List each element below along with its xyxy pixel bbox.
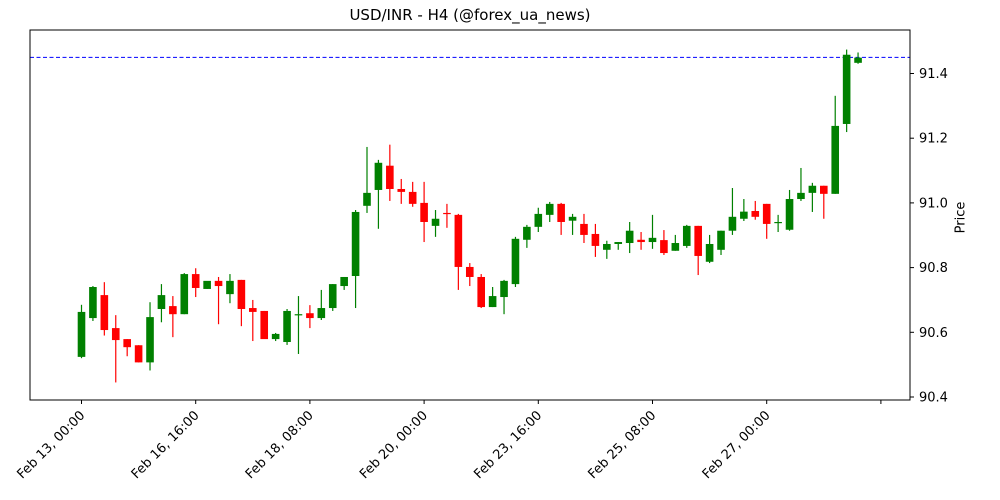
candle-body [705, 243, 714, 262]
x-tick-label: Feb 23, 16:00 [471, 408, 545, 482]
candle-body [591, 233, 600, 246]
candle-body [443, 212, 451, 215]
candle-body [420, 202, 428, 222]
x-tick-label: Feb 20, 00:00 [357, 408, 431, 482]
candle-body [306, 313, 314, 319]
candle-body [157, 295, 166, 310]
candle-body [294, 314, 303, 316]
candle-body [328, 284, 337, 309]
candle-body [762, 203, 771, 224]
candle-body [203, 280, 211, 289]
y-axis-label: Price [950, 200, 980, 240]
candle-body [523, 226, 531, 240]
candle-body [271, 333, 280, 340]
candle-body [774, 221, 782, 224]
candle-body [717, 230, 725, 250]
x-tick-label: Feb 16, 16:00 [129, 408, 203, 482]
candle-body [386, 165, 394, 189]
y-tick-label: 90.4 [919, 391, 948, 406]
candle-body [454, 214, 463, 267]
candle-body [580, 223, 588, 235]
candle-body [511, 238, 520, 285]
candle-body [785, 199, 794, 230]
candle-body [694, 225, 702, 256]
candle-body [557, 203, 565, 222]
candle-body [111, 328, 120, 341]
candle-body [637, 239, 645, 243]
y-axis-label-text: Price [953, 201, 969, 234]
candle-body [682, 225, 691, 246]
candle-body [77, 311, 86, 357]
candle-body [249, 308, 257, 312]
x-tick-label: Feb 18, 08:00 [243, 408, 317, 482]
candle-body [568, 216, 577, 221]
chart-title: USD/INR - H4 (@forex_ua_news) [349, 6, 591, 24]
candle-body [831, 125, 840, 194]
candle-body [671, 243, 680, 251]
candle-body [648, 237, 657, 243]
candle-body [465, 266, 474, 277]
y-tick-label: 90.6 [919, 326, 948, 341]
candle-body [340, 276, 348, 287]
candle-body [237, 279, 246, 310]
candle-body [317, 308, 326, 319]
x-tick-label: Feb 25, 08:00 [585, 408, 659, 482]
candle-body [603, 243, 611, 250]
candle-body [431, 218, 440, 226]
candle-body [854, 57, 862, 63]
x-tick-label: Feb 27, 00:00 [700, 408, 774, 482]
candle-body [534, 213, 543, 227]
candle-body [500, 280, 508, 298]
candle-body [169, 306, 177, 315]
candle-body [260, 310, 269, 340]
candle-body [351, 211, 360, 277]
candle-body [397, 188, 406, 192]
y-tick-label: 91.4 [919, 67, 948, 82]
candle-body [488, 296, 497, 308]
candle-body [408, 191, 417, 204]
candle-body [820, 185, 828, 194]
candle-body [123, 339, 131, 348]
candle-body [477, 276, 485, 308]
candle-body [614, 242, 623, 244]
candle-body [226, 280, 234, 295]
y-tick-label: 91.2 [919, 132, 948, 147]
candle-body [214, 280, 223, 287]
candle-body [625, 230, 634, 244]
candle-body [728, 216, 737, 231]
x-tick-label: Feb 13, 00:00 [14, 408, 88, 482]
candle-body [283, 310, 291, 343]
candle-body [191, 274, 200, 288]
candle-body [797, 192, 805, 200]
candle-body [842, 54, 851, 124]
candle-body [180, 274, 189, 315]
candle-body [374, 162, 383, 190]
candle-body [751, 210, 760, 217]
candle-body [363, 192, 371, 206]
candle-body [660, 240, 668, 254]
plot-frame [29, 29, 911, 401]
candle-body [545, 203, 554, 215]
candle-body [146, 317, 154, 363]
y-tick-label: 91.0 [919, 196, 948, 211]
candle-body [740, 211, 748, 219]
candle-body [89, 287, 97, 319]
candle-body [134, 345, 143, 363]
candle-body [100, 295, 109, 331]
candle-body [808, 185, 817, 193]
y-tick-label: 90.8 [919, 261, 948, 276]
